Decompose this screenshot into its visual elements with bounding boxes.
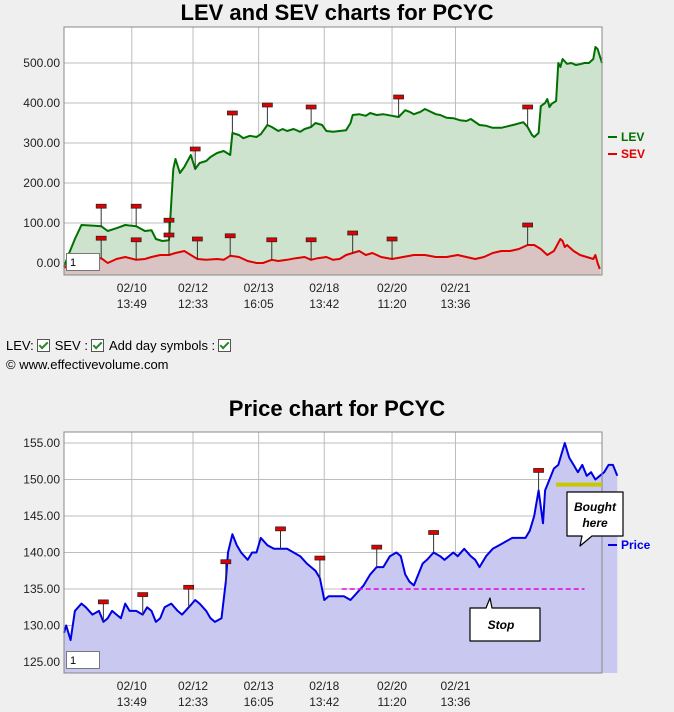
day-marker-flag bbox=[371, 544, 383, 550]
lev-checkbox[interactable] bbox=[36, 339, 50, 352]
day-marker-flag bbox=[393, 94, 404, 100]
x-tick-label: 13:36 bbox=[440, 297, 470, 311]
day-marker-flag bbox=[386, 236, 398, 242]
series-area-lev bbox=[64, 47, 602, 275]
x-tick-label: 13:42 bbox=[309, 695, 339, 709]
sev-toggle-label: SEV : bbox=[54, 338, 88, 353]
day-marker-flag bbox=[189, 146, 201, 152]
y-tick-label: 155.00 bbox=[23, 436, 60, 450]
plot-border bbox=[63, 26, 603, 276]
x-tick-label: 13:49 bbox=[117, 695, 147, 709]
y-tick-label: 300.00 bbox=[23, 136, 60, 150]
x-tick-label: 02/12 bbox=[178, 281, 208, 295]
copyright-text: © www.effectivevolume.com bbox=[6, 357, 169, 372]
day-symbols-checkbox[interactable] bbox=[218, 339, 232, 352]
series-line-price bbox=[63, 442, 619, 642]
x-tick-label: 13:49 bbox=[117, 297, 147, 311]
top-chart-input[interactable]: 1 bbox=[66, 253, 100, 271]
legend-label-price: Price bbox=[621, 538, 651, 552]
bought-here-text-line2: here bbox=[582, 516, 608, 530]
y-tick-label: 130.00 bbox=[23, 619, 60, 633]
y-tick-label: 140.00 bbox=[23, 546, 60, 560]
day-marker-flag bbox=[428, 530, 439, 535]
day-marker-flag bbox=[163, 232, 175, 238]
day-marker-flag bbox=[262, 102, 273, 108]
day-marker-flag bbox=[275, 526, 286, 532]
day-marker-flag bbox=[305, 104, 317, 110]
y-tick-label: 145.00 bbox=[23, 509, 60, 523]
x-tick-label: 02/18 bbox=[309, 679, 339, 693]
x-tick-label: 02/10 bbox=[117, 679, 147, 693]
bought-here-text-line1: Bought bbox=[574, 500, 617, 514]
bought-here-callout bbox=[566, 491, 624, 547]
lev-sev-chart-title: LEV and SEV charts for PCYC bbox=[180, 0, 494, 25]
series-line-lev bbox=[63, 46, 603, 268]
day-marker-flag bbox=[314, 555, 326, 561]
day-marker-flag bbox=[98, 599, 109, 605]
price-chart-title: Price chart for PCYC bbox=[228, 396, 446, 421]
legend-label-sev: SEV bbox=[621, 147, 645, 161]
plot-border bbox=[63, 431, 603, 674]
day-marker-flag bbox=[137, 592, 149, 597]
x-tick-label: 13:42 bbox=[309, 297, 339, 311]
day-marker-flag bbox=[305, 237, 317, 243]
day-marker-flag bbox=[95, 203, 107, 209]
day-marker-flag bbox=[224, 233, 236, 239]
y-tick-label: 100.00 bbox=[23, 216, 60, 230]
day-marker-flag bbox=[220, 559, 232, 565]
series-area-sev bbox=[64, 239, 600, 275]
y-tick-label: 500.00 bbox=[23, 56, 60, 70]
x-tick-label: 02/10 bbox=[117, 281, 147, 295]
day-marker-flag bbox=[522, 222, 533, 228]
y-tick-label: 0.00 bbox=[37, 256, 61, 270]
y-tick-label: 200.00 bbox=[23, 176, 60, 190]
y-tick-label: 135.00 bbox=[23, 582, 60, 596]
x-tick-label: 02/18 bbox=[309, 281, 339, 295]
chart-options: LEV: SEV : Add day symbols : bbox=[6, 338, 233, 353]
stop-callout bbox=[469, 597, 541, 642]
y-tick-label: 400.00 bbox=[23, 96, 60, 110]
x-tick-label: 11:20 bbox=[377, 695, 406, 709]
stop-text: Stop bbox=[488, 618, 515, 632]
day-marker-flag bbox=[95, 235, 107, 241]
day-marker-flag bbox=[130, 237, 142, 243]
x-tick-label: 02/21 bbox=[440, 679, 470, 693]
x-tick-label: 13:36 bbox=[440, 695, 470, 709]
y-tick-label: 125.00 bbox=[23, 655, 60, 669]
x-tick-label: 16:05 bbox=[244, 297, 274, 311]
x-tick-label: 02/13 bbox=[244, 679, 274, 693]
series-line-sev bbox=[63, 238, 601, 270]
day-marker-flag bbox=[183, 584, 195, 590]
day-marker-flag bbox=[522, 104, 533, 110]
day-marker-flag bbox=[266, 237, 278, 243]
lev-toggle-label: LEV: bbox=[6, 338, 34, 353]
y-tick-label: 150.00 bbox=[23, 472, 60, 486]
x-tick-label: 16:05 bbox=[244, 695, 274, 709]
day-marker-flag bbox=[163, 217, 175, 223]
x-tick-label: 11:20 bbox=[377, 297, 406, 311]
x-tick-label: 02/20 bbox=[377, 679, 407, 693]
x-tick-label: 02/20 bbox=[377, 281, 407, 295]
x-tick-label: 02/12 bbox=[178, 679, 208, 693]
x-tick-label: 12:33 bbox=[178, 297, 208, 311]
day-symbols-label: Add day symbols : bbox=[108, 338, 216, 353]
x-tick-label: 02/21 bbox=[440, 281, 470, 295]
sev-checkbox[interactable] bbox=[90, 339, 104, 352]
price-chart-input[interactable]: 1 bbox=[66, 651, 100, 669]
day-marker-flag bbox=[192, 236, 203, 242]
day-marker-flag bbox=[130, 203, 142, 209]
legend-label-lev: LEV bbox=[621, 130, 644, 144]
x-tick-label: 12:33 bbox=[178, 695, 208, 709]
lev-sev-chart: 0.00 100.00 200.00 300.00 400.00 500.00 02/10 1… bbox=[23, 26, 645, 311]
day-marker-flag bbox=[533, 468, 544, 473]
day-marker-flag bbox=[347, 230, 359, 236]
day-marker-flag bbox=[227, 110, 238, 116]
x-tick-label: 02/13 bbox=[244, 281, 274, 295]
